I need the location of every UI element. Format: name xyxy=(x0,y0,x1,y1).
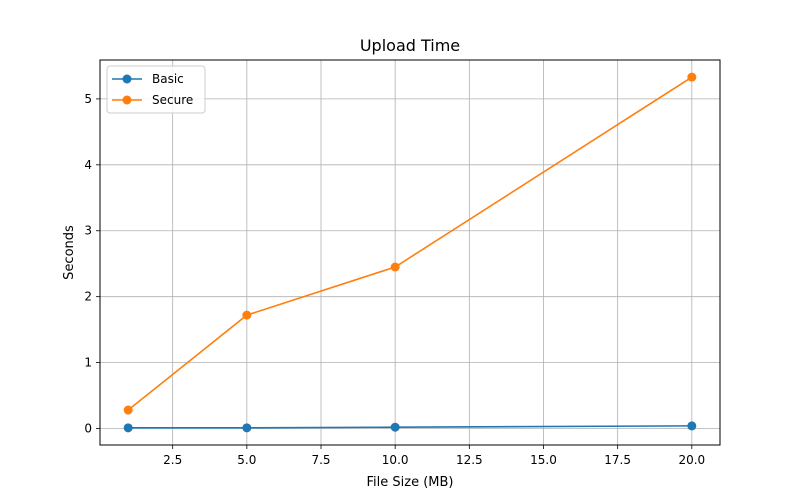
series-line-secure xyxy=(127,76,693,411)
x-tick-label: 20.0 xyxy=(678,453,705,467)
data-point-secure xyxy=(242,310,252,320)
data-point-secure xyxy=(123,405,133,415)
data-point-basic xyxy=(390,422,400,432)
legend-box xyxy=(106,65,206,114)
x-tick-label: 15.0 xyxy=(530,453,557,467)
plot-frame xyxy=(99,59,721,446)
legend-marker-secure xyxy=(122,95,132,105)
y-tick-label: 0 xyxy=(84,422,92,436)
y-tick-label: 3 xyxy=(84,224,92,238)
x-axis-label: File Size (MB) xyxy=(367,475,454,490)
data-point-basic xyxy=(123,423,133,433)
legend-marker-basic xyxy=(122,74,132,84)
x-tick-label: 7.5 xyxy=(311,453,330,467)
x-tick-label: 10.0 xyxy=(382,453,409,467)
series-line-basic xyxy=(128,425,692,429)
y-tick-label: 1 xyxy=(84,356,92,370)
legend-label-secure: Secure xyxy=(152,93,193,107)
data-point-basic xyxy=(687,421,697,431)
data-point-basic xyxy=(242,423,252,433)
y-tick-label: 5 xyxy=(84,92,92,106)
legend: Basic Secure xyxy=(106,65,206,114)
y-tick-label: 2 xyxy=(84,290,92,304)
data-point-secure xyxy=(687,72,697,82)
data-point-secure xyxy=(390,262,400,272)
y-axis-label: Seconds xyxy=(62,225,77,280)
chart-title: Upload Time xyxy=(360,36,460,55)
x-tick-label: 5.0 xyxy=(237,453,256,467)
x-tick-label: 12.5 xyxy=(456,453,483,467)
y-tick-label: 4 xyxy=(84,158,92,172)
ticks: 2.5 5.0 7.5 10.0 12.5 15.0 17.5 20.0 0 1 2 3 4 5 xyxy=(84,92,705,467)
x-tick-label: 17.5 xyxy=(604,453,631,467)
series-layer xyxy=(123,72,697,433)
x-tick-label: 2.5 xyxy=(163,453,182,467)
legend-label-basic: Basic xyxy=(152,72,184,86)
